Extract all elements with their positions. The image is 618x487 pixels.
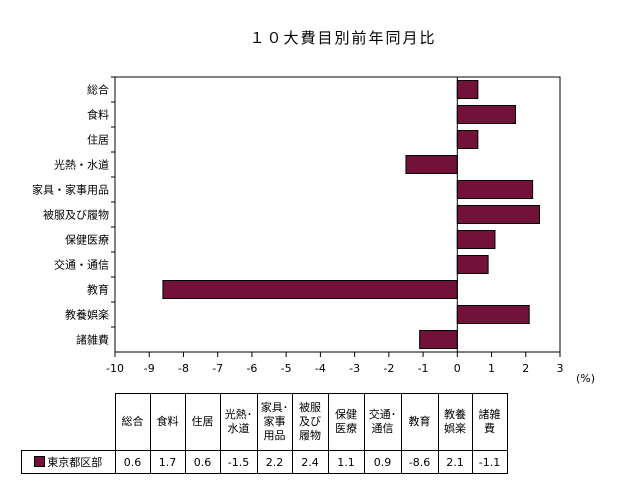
table-value-cell: -1.1 <box>471 450 508 474</box>
bar <box>456 205 540 224</box>
table-value-cell: 2.1 <box>437 450 473 474</box>
table-header-cell: 保健 医療 <box>327 393 365 451</box>
legend-series-name: 東京都区部 <box>47 456 103 469</box>
legend-series-cell: 東京都区部 <box>21 450 116 474</box>
x-tick-label: 1 <box>488 362 495 375</box>
plot-area <box>114 76 561 353</box>
table-header-cell: 家具･ 家事 用品 <box>256 393 293 451</box>
bar <box>456 105 516 124</box>
category-label: 交通・通信 <box>54 258 109 272</box>
unit-label: (%) <box>576 372 595 385</box>
table-header-cell: 総合 <box>114 393 151 451</box>
x-tick-label: -10 <box>106 362 124 375</box>
category-label: 食料 <box>87 108 109 122</box>
bar <box>456 130 479 149</box>
table-header-cell: 教育 <box>400 393 439 451</box>
table-header-cell: 光熱･ 水道 <box>219 393 258 451</box>
table-value-cell: -1.5 <box>219 450 258 474</box>
bar <box>162 280 458 299</box>
bar <box>405 155 458 174</box>
table-value-cell: 2.2 <box>256 450 293 474</box>
legend-swatch <box>34 456 46 467</box>
x-tick-label: -6 <box>246 362 257 375</box>
bar <box>456 305 530 324</box>
x-tick-label: -8 <box>178 362 189 375</box>
category-label: 総合 <box>87 83 109 97</box>
x-tick-label: 0 <box>454 362 461 375</box>
table-header-row: 総合 食料 住居 光熱･ 水道 家具･ 家事 用品 被服 及び 履物 保健 医療… <box>21 393 508 451</box>
x-tick-label: -1 <box>418 362 429 375</box>
table-value-cell: 0.9 <box>363 450 402 474</box>
category-label: 諸雑費 <box>76 333 109 347</box>
category-label: 教養娯楽 <box>65 308 109 322</box>
x-tick-label: -4 <box>315 362 326 375</box>
category-label: 光熱・水道 <box>54 158 109 172</box>
chart-title: １０大費目別前年同月比 <box>249 29 436 47</box>
x-tick-label: -3 <box>349 362 360 375</box>
table-value-cell: 0.6 <box>184 450 221 474</box>
table-header-cell: 食料 <box>149 393 186 451</box>
table-value-cell: -8.6 <box>400 450 439 474</box>
x-tick-label: -9 <box>144 362 155 375</box>
category-label: 教育 <box>87 283 109 297</box>
x-tick-label: -2 <box>383 362 394 375</box>
bar <box>456 230 496 249</box>
category-label: 保健医療 <box>65 233 109 247</box>
table-value-cell: 1.7 <box>149 450 186 474</box>
table-value-cell: 0.6 <box>114 450 151 474</box>
table-corner <box>21 393 116 451</box>
table-header-cell: 諸雑 費 <box>471 393 508 451</box>
table-header-cell: 交通･ 通信 <box>363 393 402 451</box>
table-row: 東京都区部 0.6 1.7 0.6 -1.5 2.2 2.4 1.1 0.9 -… <box>21 450 508 474</box>
category-label: 住居 <box>87 133 109 147</box>
x-tick-label: -5 <box>281 362 292 375</box>
bar <box>456 255 489 274</box>
bar <box>456 80 479 99</box>
data-table: 総合 食料 住居 光熱･ 水道 家具･ 家事 用品 被服 及び 履物 保健 医療… <box>21 393 508 474</box>
bar <box>456 180 534 199</box>
table-value-cell: 2.4 <box>291 450 329 474</box>
category-label: 被服及び履物 <box>43 208 109 222</box>
table-header-cell: 被服 及び 履物 <box>291 393 329 451</box>
x-tick-label: -7 <box>212 362 223 375</box>
table-header-cell: 住居 <box>184 393 221 451</box>
table-value-cell: 1.1 <box>327 450 365 474</box>
bar <box>419 330 458 349</box>
table-header-cell: 教養 娯楽 <box>437 393 473 451</box>
x-tick-label: 3 <box>557 362 564 375</box>
category-label: 家具・家事用品 <box>32 183 109 197</box>
x-tick-label: 2 <box>522 362 529 375</box>
